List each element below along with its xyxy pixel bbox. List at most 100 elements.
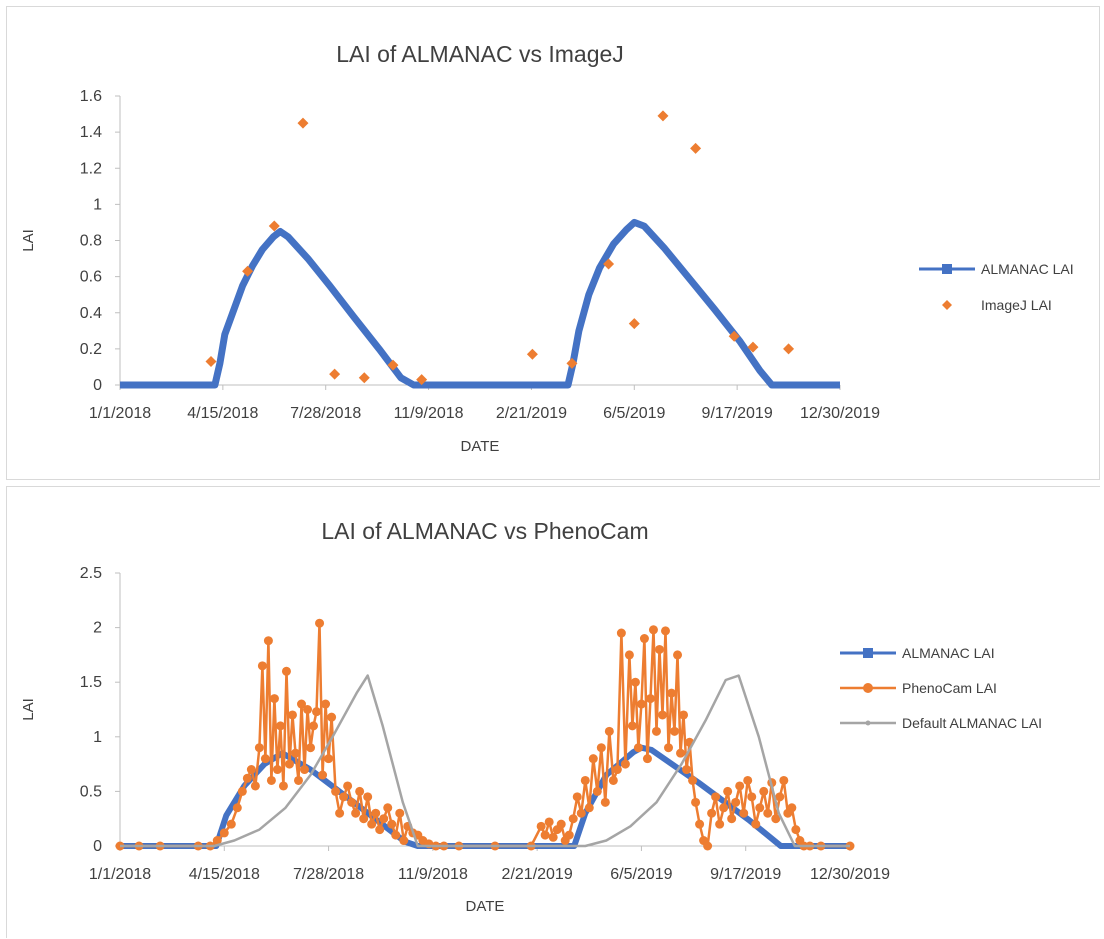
data-point	[739, 808, 749, 818]
legend-label: Default ALMANAC LAI	[902, 715, 1042, 731]
data-point	[296, 699, 306, 709]
data-point	[335, 808, 345, 818]
x-tick-label: 9/17/2019	[710, 866, 781, 883]
data-point	[627, 721, 637, 731]
x-tick-label: 6/5/2019	[603, 405, 665, 422]
data-point	[604, 726, 614, 736]
data-point	[287, 710, 297, 720]
data-point	[743, 775, 753, 785]
data-point	[630, 677, 640, 687]
data-point	[343, 781, 353, 791]
x-tick-label: 4/15/2018	[187, 405, 258, 422]
data-point	[242, 265, 254, 277]
y-tick-label: 1.4	[80, 124, 102, 141]
data-point	[779, 775, 789, 785]
data-point	[588, 754, 598, 764]
chart-title: LAI of ALMANAC vs ImageJ	[336, 41, 624, 67]
data-point	[257, 661, 267, 671]
data-point	[351, 808, 361, 818]
y-tick-label: 1.6	[80, 88, 102, 105]
data-point	[747, 792, 757, 802]
data-point	[596, 743, 606, 753]
y-tick-label: 0	[93, 377, 102, 394]
data-point	[250, 781, 260, 791]
legend-entry: PhenoCam LAI	[840, 680, 997, 696]
data-point	[707, 808, 717, 818]
chart-imagej: LAI of ALMANAC vs ImageJ 0 0.2 0.4 0.6 0.8 1 1.…	[20, 41, 1074, 455]
data-point	[755, 803, 765, 813]
series-phenocam-lai	[115, 618, 855, 851]
data-point	[695, 819, 705, 829]
data-point	[751, 819, 761, 829]
data-point	[747, 341, 759, 353]
data-point	[787, 803, 797, 813]
data-point	[391, 830, 401, 840]
data-point	[263, 636, 273, 646]
data-point	[526, 348, 538, 360]
data-point	[300, 765, 310, 775]
data-point	[645, 694, 655, 704]
x-tick-label: 7/28/2018	[290, 405, 361, 422]
legend-marker	[863, 683, 873, 693]
data-point	[269, 694, 279, 704]
data-point	[603, 258, 615, 270]
data-point	[321, 699, 331, 709]
data-point	[673, 650, 683, 660]
data-point	[711, 792, 721, 802]
y-tick-label: 0.4	[80, 305, 102, 322]
x-tick-label: 11/9/2018	[394, 405, 464, 422]
data-point	[667, 688, 677, 698]
data-point	[682, 765, 692, 775]
x-tick-label: 7/28/2018	[293, 866, 364, 883]
data-point	[205, 356, 217, 368]
x-tick-label: 1/1/2018	[89, 866, 151, 883]
data-point	[651, 726, 661, 736]
y-tick-label: 0.8	[80, 233, 102, 250]
data-point	[383, 803, 393, 813]
data-point	[728, 330, 740, 342]
data-point	[771, 814, 781, 824]
y-tick-label: 2.5	[80, 565, 102, 582]
chart-panel-phenocam: LAI of ALMANAC vs PhenoCam 0 0.5 1 1.5 2 2.5 1/…	[6, 486, 1100, 938]
x-tick-label: 11/9/2018	[398, 866, 468, 883]
data-point	[775, 792, 785, 802]
data-point	[540, 830, 550, 840]
data-point	[359, 814, 369, 824]
data-point	[715, 819, 725, 829]
data-point	[670, 726, 680, 736]
legend-label: ALMANAC LAI	[981, 261, 1074, 277]
data-point	[331, 786, 341, 796]
data-point	[324, 754, 334, 764]
data-point	[312, 707, 322, 717]
data-point	[329, 368, 341, 380]
data-point	[293, 775, 303, 785]
data-point	[327, 712, 337, 722]
data-point	[395, 808, 405, 818]
data-point	[237, 786, 247, 796]
data-point	[387, 819, 397, 829]
data-point	[628, 318, 640, 330]
data-point	[303, 705, 313, 714]
y-tick-label: 1.5	[80, 674, 102, 691]
data-point	[544, 817, 554, 827]
data-point	[660, 626, 670, 636]
data-point	[735, 781, 745, 791]
y-tick-label: 2	[93, 620, 102, 637]
data-point	[664, 743, 674, 753]
data-point	[636, 699, 646, 709]
data-point	[367, 819, 377, 829]
y-tick-label: 0.5	[80, 783, 102, 800]
data-point	[315, 618, 325, 628]
data-point	[268, 220, 280, 232]
x-tick-label: 12/30/2019	[800, 405, 880, 422]
data-point	[260, 754, 270, 764]
data-point	[568, 814, 578, 824]
data-point	[284, 759, 294, 769]
data-point	[275, 721, 285, 731]
data-point	[566, 357, 578, 369]
y-tick-label: 1	[93, 729, 102, 746]
data-point	[416, 374, 428, 386]
x-tick-label: 1/1/2018	[89, 405, 151, 422]
data-point	[676, 748, 686, 758]
data-point	[654, 644, 664, 654]
